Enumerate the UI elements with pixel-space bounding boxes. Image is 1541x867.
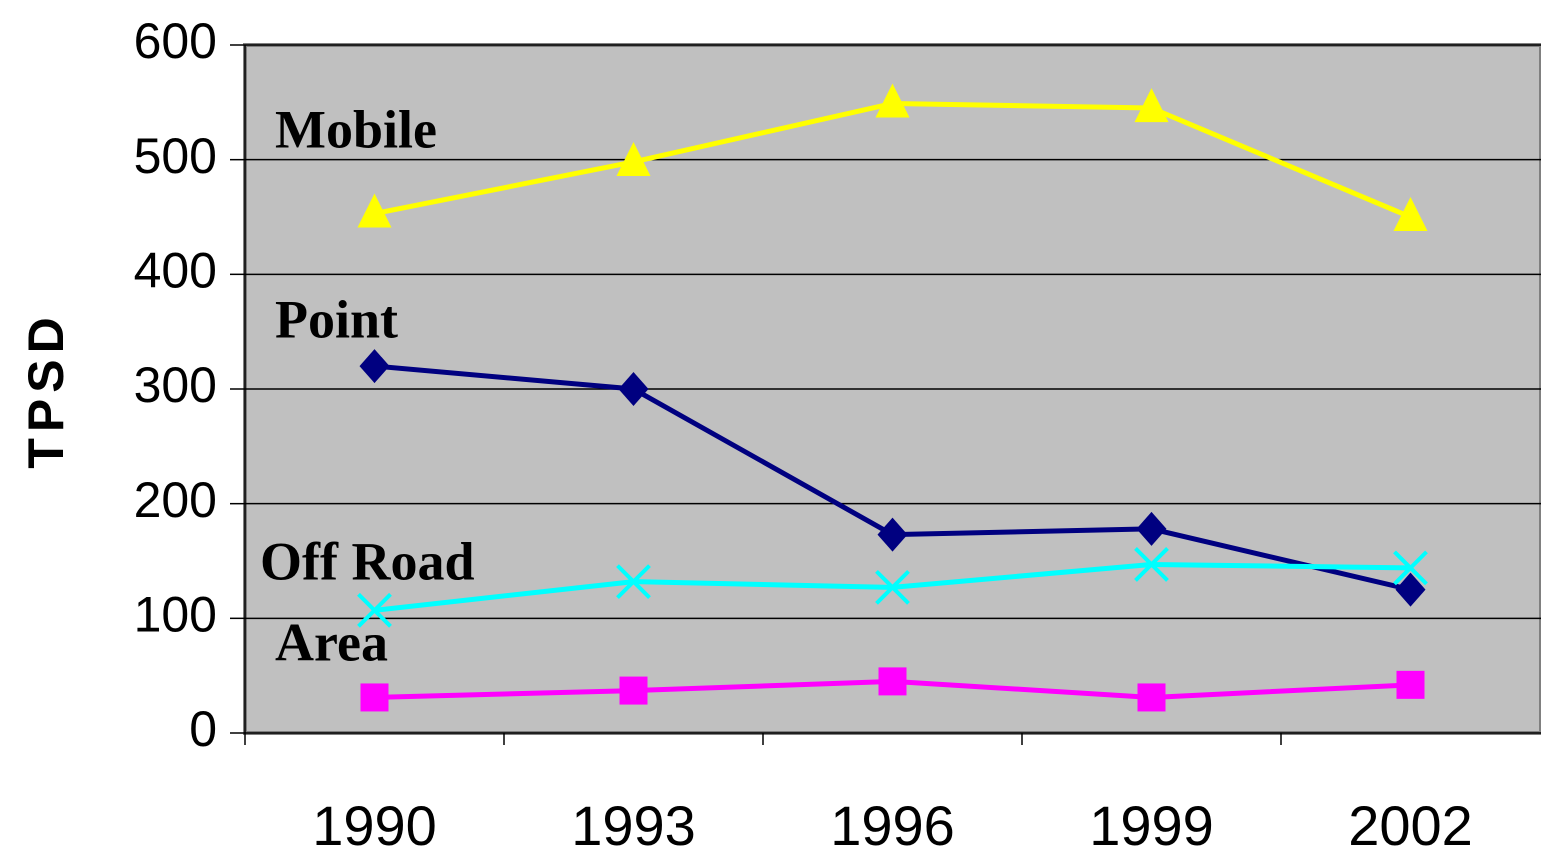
series-label: Mobile <box>275 99 437 159</box>
marker <box>616 564 651 600</box>
x-tick-label: 1996 <box>830 794 955 857</box>
marker <box>359 349 390 384</box>
marker <box>616 141 651 176</box>
x-tick-label: 1993 <box>571 794 696 857</box>
marker <box>875 83 910 118</box>
marker <box>1134 547 1169 582</box>
marker <box>1393 197 1428 231</box>
x-tick-label: 1999 <box>1089 794 1214 857</box>
marker <box>360 683 389 712</box>
x-tick-label: 2002 <box>1348 794 1473 857</box>
y-tick-label: 100 <box>134 587 217 643</box>
marker <box>1396 670 1425 699</box>
series-label: Area <box>275 612 388 672</box>
marker <box>1393 550 1428 586</box>
marker <box>1134 88 1169 123</box>
marker <box>877 517 908 552</box>
marker <box>1395 572 1426 607</box>
y-tick-label: 600 <box>134 13 217 69</box>
y-axis-label: TPSD <box>18 311 74 468</box>
marker <box>618 372 649 406</box>
y-tick-label: 500 <box>134 128 217 184</box>
x-tick-label: 1990 <box>312 794 437 857</box>
marker <box>878 667 907 696</box>
series-label: Off Road <box>260 531 475 591</box>
y-tick-label: 200 <box>134 472 217 528</box>
y-tick-label: 0 <box>189 701 217 757</box>
marker <box>357 592 392 628</box>
marker <box>357 193 392 228</box>
marker <box>1136 511 1167 546</box>
marker <box>1137 683 1166 712</box>
series-label: Point <box>275 289 398 349</box>
y-tick-label: 300 <box>134 357 217 413</box>
y-tick-label: 400 <box>134 243 217 299</box>
marker <box>619 676 648 705</box>
marker <box>875 569 910 605</box>
